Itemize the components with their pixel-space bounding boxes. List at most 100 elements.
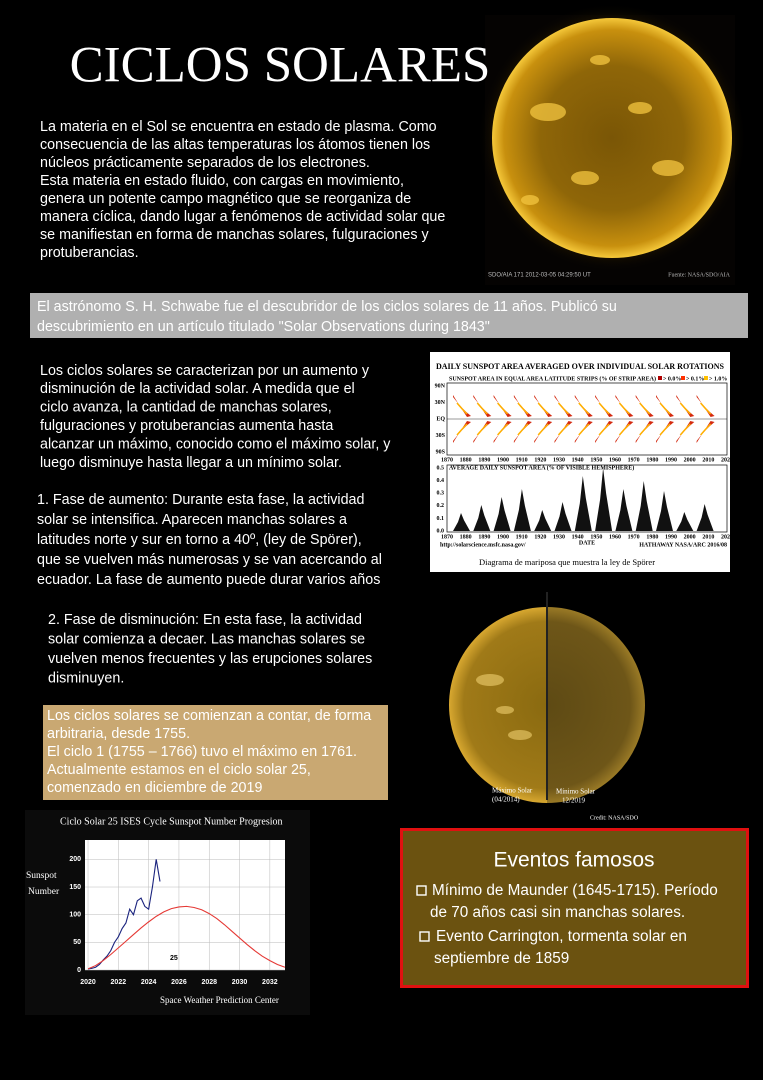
y-tick-label: 50	[73, 939, 81, 946]
year-label: 1960	[609, 534, 621, 540]
text-line: fulguraciones y protuberancias aumenta h…	[40, 418, 333, 434]
caption: 12/2019	[562, 797, 585, 805]
year-label: 1950	[590, 534, 602, 540]
year-label: 1920	[534, 534, 546, 540]
latitude-label: 30S	[436, 433, 446, 439]
wing-core	[476, 402, 488, 415]
text-line: comenzado en diciembre de 2019	[47, 780, 262, 796]
text-line: Actualmente estamos en el ciclo solar 25…	[47, 762, 311, 778]
wing	[453, 395, 471, 417]
year-label: 1930	[553, 457, 565, 463]
year-label: 1960	[609, 457, 621, 463]
wing-core	[700, 423, 712, 436]
wing	[615, 421, 634, 443]
spike	[513, 489, 531, 531]
wing	[676, 395, 695, 417]
spike	[676, 512, 694, 531]
latitude-label: EQ	[436, 416, 445, 422]
x-tick-label: 2024	[141, 979, 157, 986]
wing	[453, 421, 471, 443]
sun-min	[547, 607, 645, 803]
wing-core	[618, 402, 630, 415]
y-tick-label: 150	[69, 884, 81, 891]
y-tick-label: 0.4	[437, 478, 445, 484]
year-label: 2010	[702, 457, 714, 463]
text-line: El ciclo 1 (1755 – 1766) tuvo el máximo …	[47, 744, 357, 760]
x-tick-label: 2020	[80, 979, 96, 986]
series-line	[87, 905, 286, 970]
event-line: septiembre de 1859	[434, 950, 569, 967]
y-tick-label: 0.3	[437, 491, 445, 497]
wing	[574, 395, 593, 417]
wing	[493, 421, 512, 443]
bullet	[419, 931, 430, 942]
wing-core	[679, 402, 691, 415]
y-tick-label: 0.0	[437, 528, 445, 534]
sun-max	[449, 607, 547, 803]
area-spikes	[453, 468, 714, 531]
wing-core	[659, 423, 671, 436]
y-tick-label: 0.1	[437, 516, 445, 522]
year-label: 1980	[646, 457, 658, 463]
wing-core	[557, 402, 570, 415]
text-line: manera cíclica, dando lugar a fenómenos …	[40, 209, 445, 225]
wing-core	[456, 402, 468, 415]
year-label: 1970	[628, 534, 640, 540]
text-line: Esta materia en estado fluido, con carga…	[40, 173, 404, 189]
text-line: solar comienza a decaer. Las manchas sol…	[48, 631, 365, 647]
event-line: Mínimo de Maunder (1645-1715). Período	[432, 882, 718, 899]
text-line: núcleos prácticamente separados de los e…	[40, 155, 370, 171]
spike	[656, 491, 673, 531]
wing	[513, 395, 532, 417]
year-label: 1880	[460, 457, 472, 463]
y-tick-label: 0	[77, 967, 81, 974]
year-label: 1980	[646, 534, 658, 540]
schwabe-box	[30, 293, 748, 338]
wing	[574, 421, 593, 443]
legend-swatch	[681, 376, 685, 380]
text-line: disminución de la actividad solar. A med…	[40, 381, 355, 397]
wing	[493, 395, 512, 417]
text-line: que se vuelven más numerosas y se van ac…	[37, 552, 382, 568]
panel-label: SUNSPOT AREA IN EQUAL AREA LATITUDE STRI…	[449, 375, 656, 382]
wing-core	[537, 423, 549, 436]
y-tick-label: 200	[69, 856, 81, 863]
text-line: El astrónomo S. H. Schwabe fue el descub…	[37, 299, 617, 315]
year-label: 1910	[516, 534, 528, 540]
legend-swatch	[658, 376, 662, 380]
annotation: 25	[170, 955, 178, 962]
legend-label: > 0.0%	[663, 376, 681, 382]
spike	[574, 476, 592, 531]
spike	[615, 489, 633, 531]
text-line: disminuyen.	[48, 670, 124, 686]
spike	[554, 502, 572, 531]
wing-core	[476, 423, 488, 436]
text-line: se manifiestan en forma de manchas solar…	[40, 227, 429, 243]
text-line: Los ciclos solares se comienzan a contar…	[47, 708, 371, 724]
text-line: genera un potente campo magnético que se…	[40, 191, 411, 207]
wing-core	[517, 423, 529, 436]
title: CICLOS SOLARES	[70, 38, 491, 94]
caption: (04/2014)	[492, 796, 520, 804]
wing-core	[497, 423, 509, 436]
year-label: 1900	[497, 457, 509, 463]
x-tick-label: 2028	[201, 979, 217, 986]
active-regions	[521, 55, 684, 205]
year-label: 1870	[441, 534, 453, 540]
wing	[635, 395, 654, 417]
text-line: ciclo avanza, la cantidad de manchas sol…	[40, 400, 332, 416]
text-line: latitudes norte y sur en torno a 40º, (l…	[37, 532, 362, 548]
caption: Diagrama de mariposa que muestra la ley …	[479, 557, 655, 567]
latitude-label: 90S	[436, 449, 446, 455]
butterfly-wings	[447, 395, 727, 443]
year-label: 1940	[572, 457, 584, 463]
year-label: 1950	[590, 457, 602, 463]
events-box	[400, 828, 749, 988]
text-line: vuelven menos frecuentes y las erupcione…	[48, 651, 372, 667]
wing	[615, 395, 634, 417]
x-tick-label: 2022	[111, 979, 127, 986]
wing	[635, 421, 654, 443]
year-label: 1880	[460, 534, 472, 540]
wing	[554, 395, 573, 417]
text-line: arbitraria, desde 1755.	[47, 726, 190, 742]
